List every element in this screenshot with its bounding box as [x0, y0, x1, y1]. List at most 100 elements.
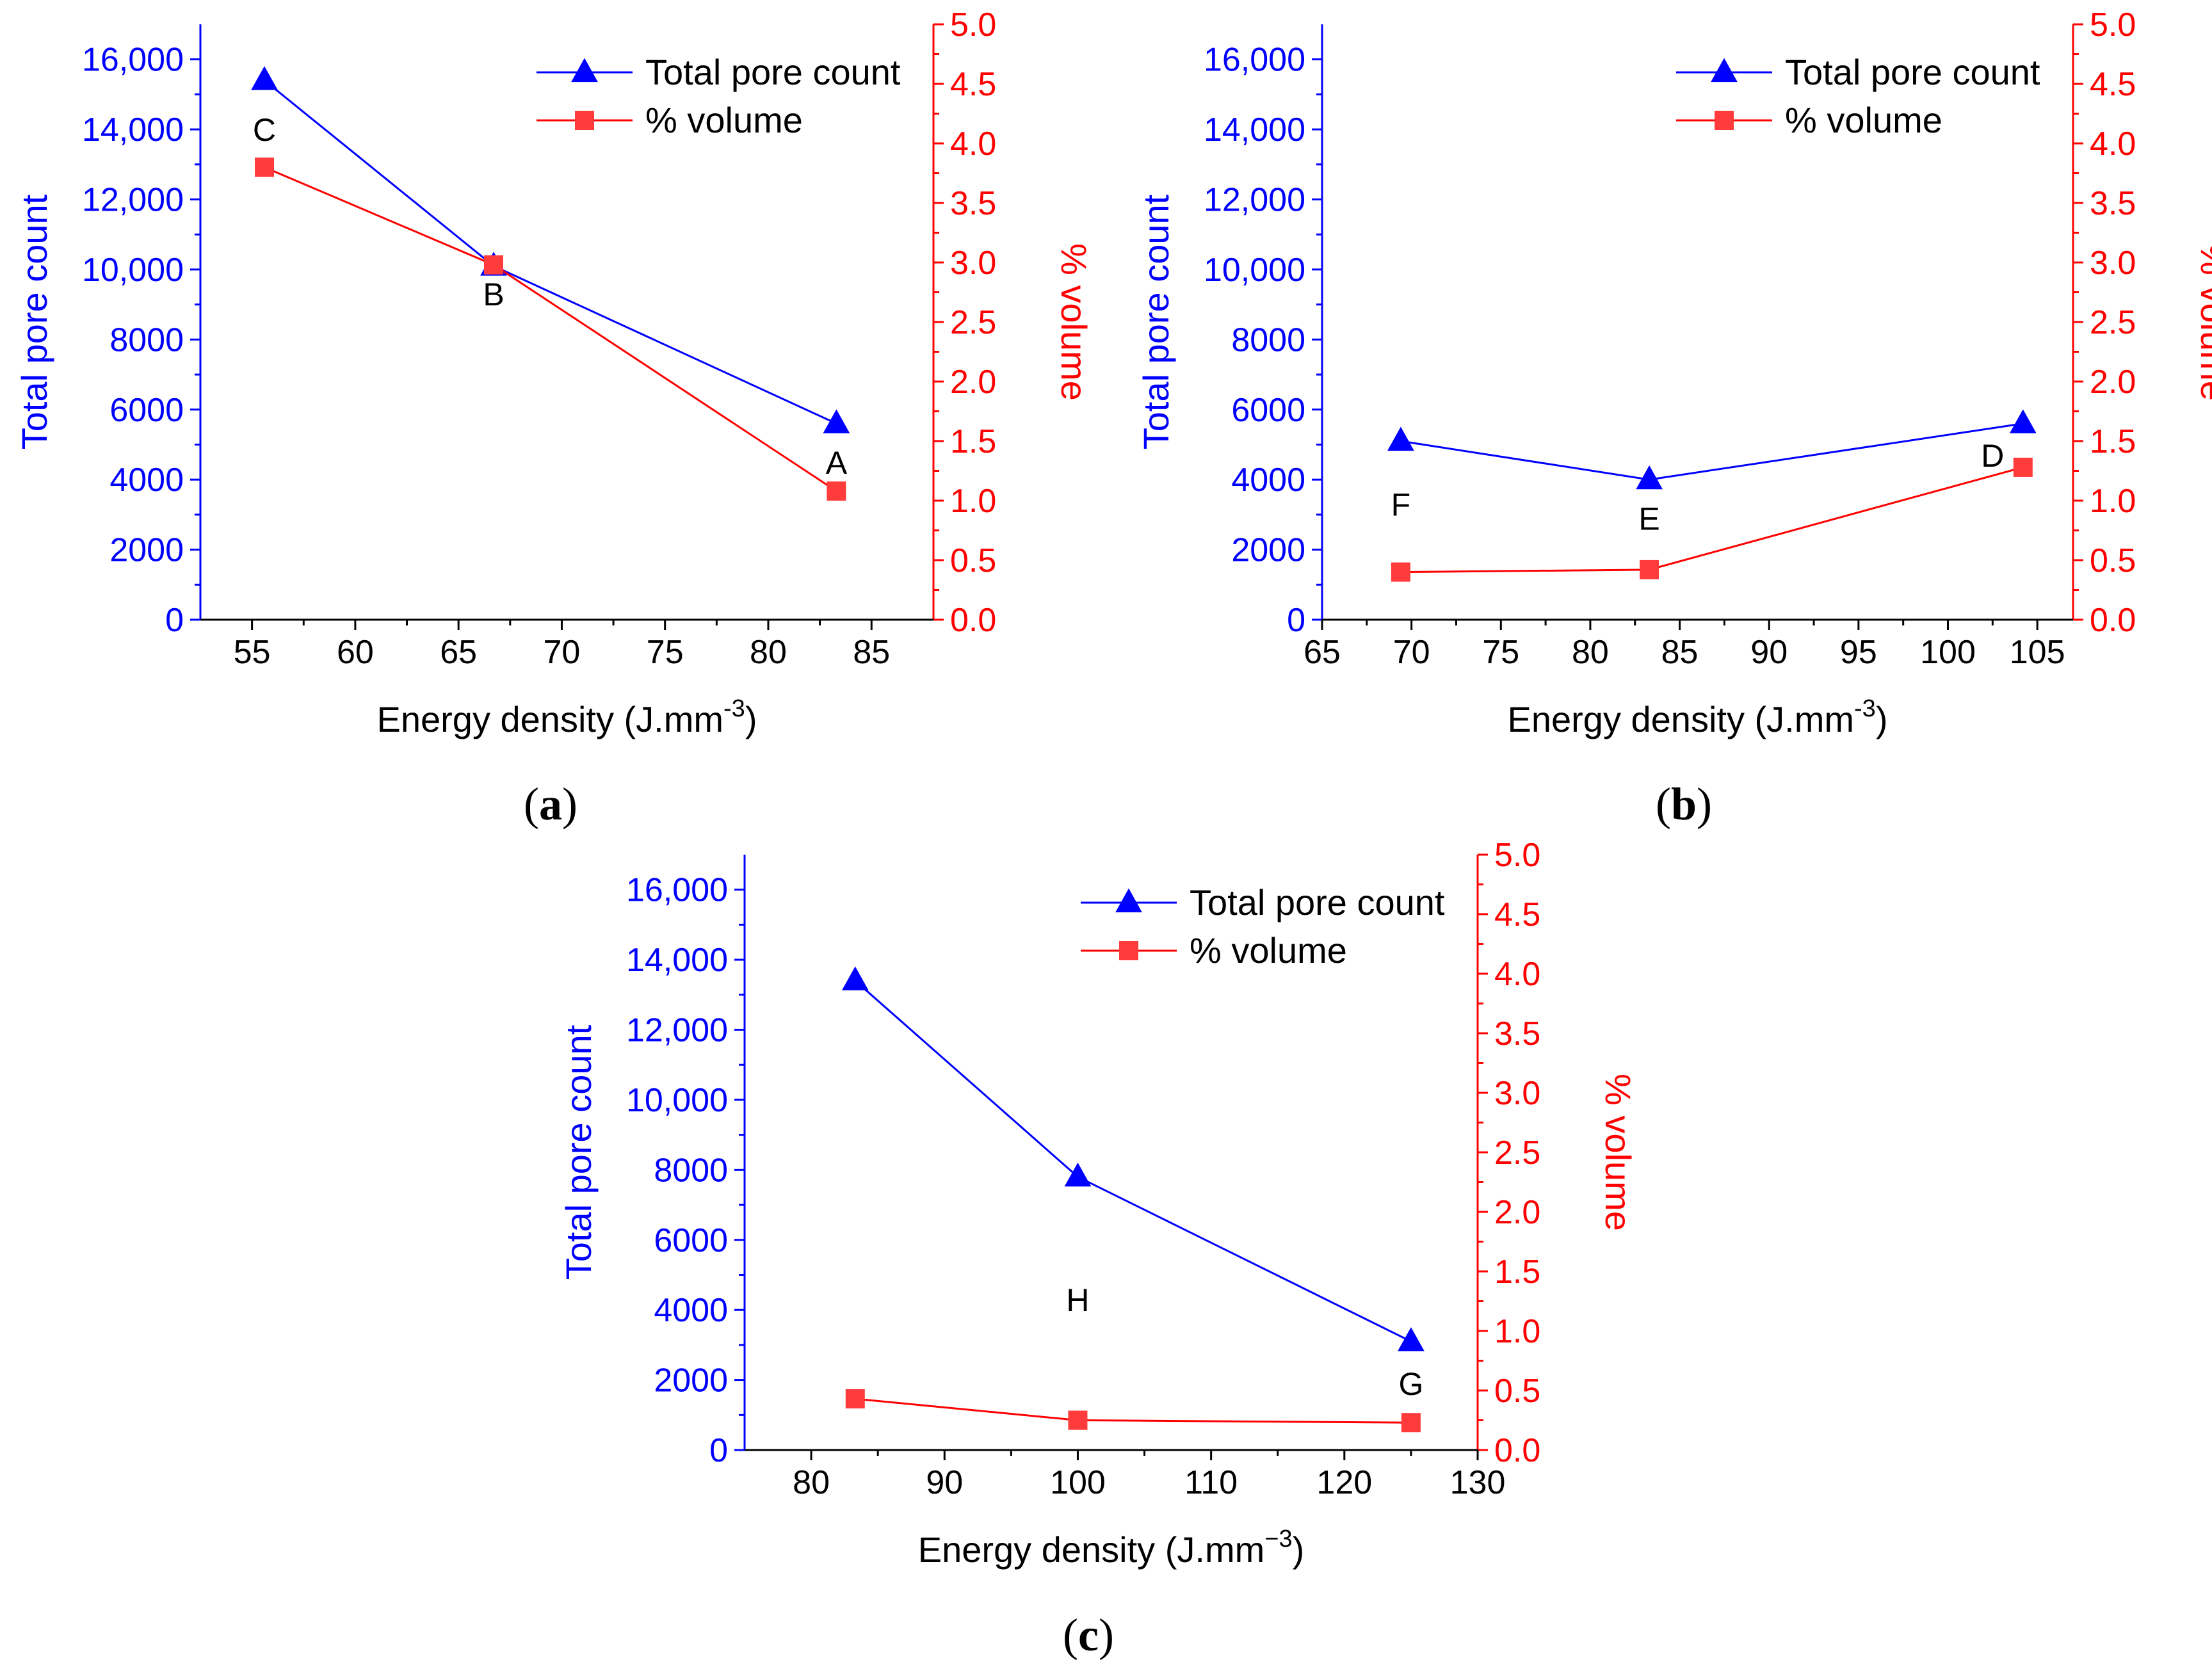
x-tick-label: 120	[1316, 1464, 1372, 1501]
left-y-tick-label: 2000	[109, 532, 184, 569]
left-y-tick-label: 12,000	[82, 182, 184, 219]
legend-marker-pore-count	[1711, 58, 1738, 83]
point-label: D	[1981, 438, 2004, 474]
point-label: E	[1638, 501, 1659, 536]
pore-count-point	[1387, 426, 1414, 451]
volume-point	[1068, 1410, 1088, 1430]
x-tick-label: 90	[1750, 634, 1788, 671]
right-y-tick-label: 0.0	[1494, 1432, 1540, 1469]
volume-point	[1391, 562, 1410, 582]
legend-label-pore-count: Total pore count	[1785, 52, 2040, 92]
point-label: H	[1066, 1282, 1089, 1318]
right-y-tick-label: 0.5	[950, 542, 996, 579]
point-label: A	[826, 445, 848, 481]
left-y-tick-label: 2000	[654, 1362, 728, 1399]
left-y-axis-title: Total pore count	[14, 194, 54, 449]
legend-marker-pore-count	[1115, 888, 1142, 913]
right-y-tick-label: 2.5	[1494, 1134, 1540, 1172]
x-axis-title: Energy density (J.mm−3)	[918, 1526, 1304, 1570]
volume-point	[845, 1389, 865, 1409]
x-axis-title: Energy density (J.mm-3)	[1508, 695, 1888, 739]
right-y-tick-label: 1.0	[2090, 483, 2136, 520]
left-y-tick-label: 0	[165, 602, 184, 639]
panel-label-close: )	[1697, 778, 1712, 830]
x-tick-label: 55	[234, 634, 271, 671]
right-y-tick-label: 1.5	[950, 423, 996, 460]
series-line-volume	[855, 1398, 1411, 1424]
left-y-tick-label: 6000	[654, 1222, 728, 1259]
left-y-tick-label: 14,000	[1204, 111, 1305, 149]
point-label: G	[1398, 1366, 1423, 1402]
volume-point	[1401, 1413, 1421, 1433]
right-y-tick-label: 5.0	[1494, 837, 1540, 874]
x-axis-title-exponent: −3	[1264, 1526, 1292, 1552]
right-y-tick-label: 5.0	[950, 6, 996, 44]
x-tick-label: 85	[853, 634, 890, 671]
left-y-tick-label: 16,000	[626, 872, 728, 909]
pore-count-point	[841, 966, 869, 991]
right-y-tick-label: 2.0	[950, 364, 996, 401]
pore-count-point	[1636, 465, 1663, 490]
x-tick-label: 105	[2010, 634, 2065, 671]
chart-panel-c: 0 2000 4000 6000 8000 10,000 12,000 14,000 16,00…	[558, 837, 1638, 1660]
right-y-tick-label: 3.5	[950, 185, 996, 222]
right-y-tick-label: 3.0	[1494, 1075, 1540, 1112]
x-axis-title-main: Energy density (J.mm	[377, 699, 724, 739]
right-y-axis-title: % volume	[1598, 1074, 1638, 1231]
right-y-tick-label: 4.0	[2090, 125, 2136, 163]
x-tick-label: 80	[1572, 634, 1609, 671]
right-y-tick-label: 3.5	[1494, 1015, 1540, 1052]
panel-label: (a)	[524, 778, 577, 830]
right-y-axis-title: % volume	[2193, 243, 2212, 401]
panel-label-close: )	[1099, 1609, 1114, 1660]
right-y-tick-label: 1.5	[2090, 423, 2136, 460]
point-label: B	[483, 277, 504, 312]
x-axis-title: Energy density (J.mm-3)	[377, 695, 757, 739]
x-axis-title-main: Energy density (J.mm	[1508, 699, 1855, 739]
left-y-tick-label: 10,000	[82, 252, 184, 289]
left-y-tick-label: 16,000	[82, 42, 184, 79]
x-tick-label: 75	[1482, 634, 1519, 671]
left-y-axis-title: Total pore count	[1136, 194, 1176, 449]
pore-count-point	[823, 409, 850, 433]
left-y-tick-label: 2000	[1231, 532, 1305, 569]
right-y-tick-label: 1.0	[950, 483, 996, 520]
left-y-tick-label: 12,000	[1204, 182, 1305, 219]
panel-label-letter: c	[1078, 1609, 1099, 1660]
left-y-tick-label: 8000	[1231, 321, 1305, 359]
series-line-pore-count	[1400, 423, 2024, 481]
right-y-tick-label: 4.5	[1494, 896, 1540, 933]
left-y-tick-label: 10,000	[626, 1082, 728, 1119]
right-y-tick-label: 2.0	[2090, 364, 2136, 401]
left-y-tick-label: 6000	[1231, 392, 1305, 429]
x-axis-title-close: )	[745, 699, 757, 739]
panel-label-open: (	[524, 778, 539, 830]
pore-count-point	[2009, 409, 2037, 433]
right-y-tick-label: 4.5	[950, 66, 996, 103]
legend-label-volume: % volume	[645, 100, 803, 140]
point-label: F	[1391, 487, 1411, 522]
right-y-tick-label: 0.5	[2090, 542, 2136, 579]
left-y-tick-label: 12,000	[626, 1012, 728, 1049]
x-tick-label: 75	[647, 634, 684, 671]
legend-marker-volume	[575, 111, 594, 130]
x-tick-label: 70	[1393, 634, 1430, 671]
legend-marker-volume	[1119, 941, 1138, 960]
left-y-tick-label: 4000	[1231, 462, 1305, 499]
panel-label-open: (	[1063, 1609, 1078, 1660]
panel-label-open: (	[1656, 778, 1671, 830]
x-tick-label: 100	[1920, 634, 1976, 671]
panel-label-close: )	[562, 778, 577, 830]
x-axis-title-main: Energy density (J.mm	[918, 1529, 1265, 1570]
right-y-tick-label: 0.5	[1494, 1373, 1540, 1410]
left-y-tick-label: 14,000	[82, 111, 184, 149]
x-axis-title-close: )	[1293, 1529, 1305, 1570]
right-y-tick-label: 2.5	[2090, 304, 2136, 341]
x-axis-title-close: )	[1876, 699, 1888, 739]
x-axis-title-exponent: -3	[723, 695, 745, 722]
x-tick-label: 90	[926, 1464, 963, 1501]
right-y-tick-label: 5.0	[2090, 6, 2136, 44]
left-y-tick-label: 10,000	[1204, 252, 1305, 289]
series-line-volume	[264, 166, 837, 492]
